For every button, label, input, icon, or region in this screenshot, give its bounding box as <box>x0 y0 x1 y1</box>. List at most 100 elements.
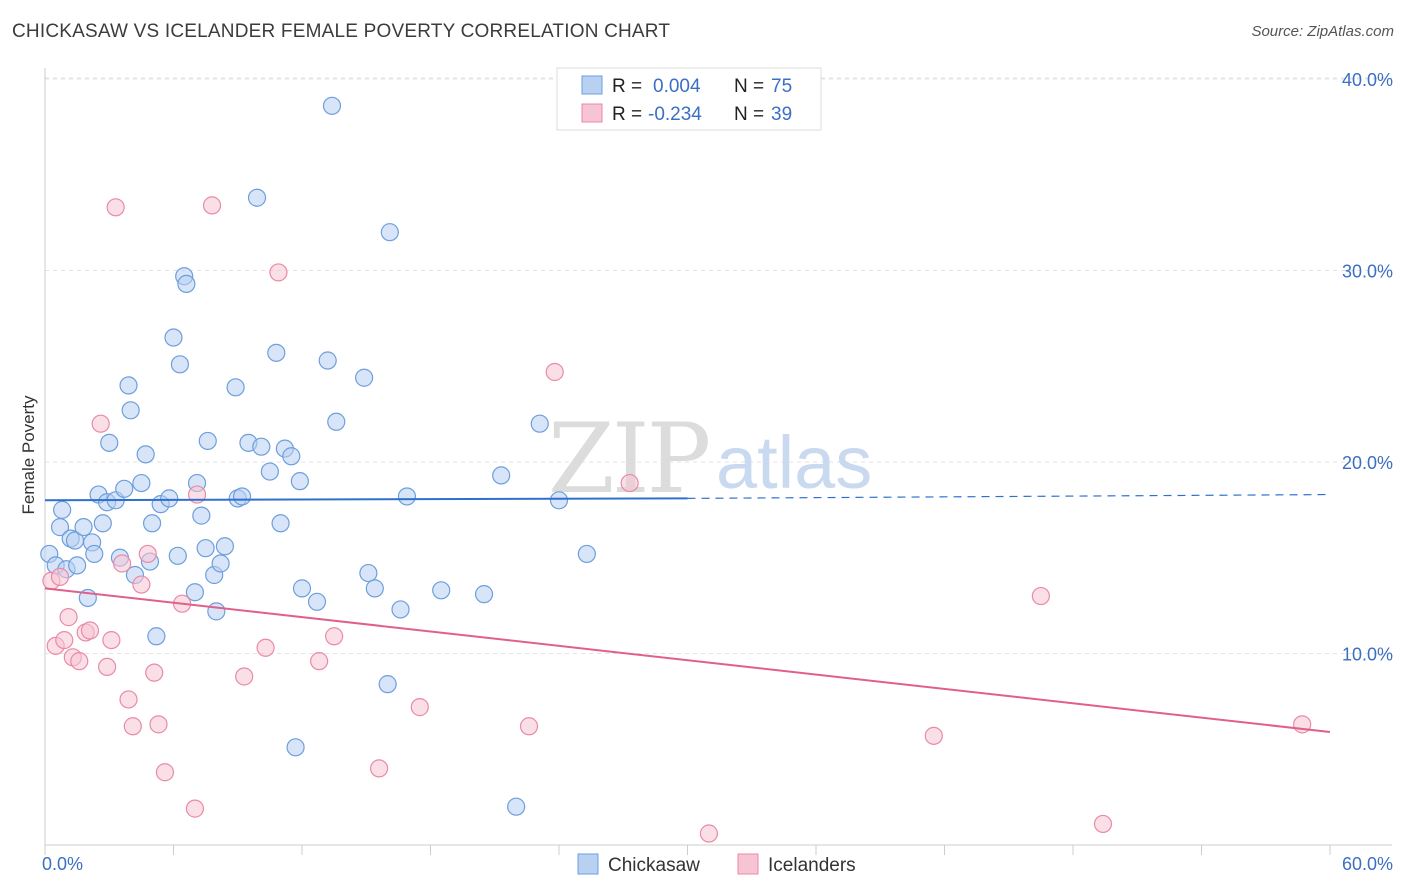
icelanders-point <box>325 627 344 646</box>
chickasaw-point <box>271 514 290 533</box>
y-tick-label-2: 30.0% <box>1342 262 1393 282</box>
legend-r-value-2: -0.234 <box>648 104 702 125</box>
icelanders-point <box>1031 586 1050 606</box>
chart-title: CHICKASAW VS ICELANDER FEMALE POVERTY CO… <box>12 21 671 42</box>
chickasaw-point <box>292 579 312 598</box>
watermark-zip: ZIP <box>548 403 709 515</box>
icelanders-point <box>185 799 205 818</box>
legend-n-label-1: N = <box>734 76 764 97</box>
legend-swatch-icelanders <box>581 103 603 123</box>
icelanders-point <box>370 759 389 778</box>
y-axis-label: Female Poverty <box>19 395 38 515</box>
y-tick-label-3: 40.0% <box>1342 70 1393 90</box>
tick-labels: 10.0% 20.0% 30.0% 40.0% 0.0% 60.0% <box>42 70 1393 874</box>
chickasaw-point <box>196 539 215 558</box>
icelanders-point <box>55 630 74 650</box>
chickasaw-point <box>322 96 342 115</box>
bottom-legend-icelanders: Icelanders <box>768 855 856 876</box>
axes <box>44 68 1392 855</box>
icelanders-point <box>132 575 151 594</box>
chickasaw-point <box>267 343 286 362</box>
chickasaw-point <box>355 368 374 387</box>
chickasaw-point <box>198 431 217 451</box>
chickasaw-point <box>365 579 384 598</box>
icelanders-point <box>59 608 78 627</box>
chickasaw-point <box>232 487 252 506</box>
chickasaw-point <box>260 462 279 481</box>
icelanders-point <box>123 717 142 736</box>
chickasaw-point <box>215 537 234 556</box>
chickasaw-point <box>391 600 410 619</box>
chickasaw-point <box>247 188 267 207</box>
chickasaw-point <box>53 500 72 519</box>
chickasaw-point <box>577 544 596 564</box>
chickasaw-point <box>147 627 166 646</box>
icelanders-point <box>310 652 329 671</box>
chickasaw-point <box>507 797 526 816</box>
icelanders-point <box>80 621 100 640</box>
chickasaw-point <box>207 602 226 621</box>
series-icelanders-points <box>42 196 1312 843</box>
series-chickasaw-points <box>40 96 596 816</box>
chickasaw-point <box>119 376 138 395</box>
chickasaw-point <box>132 473 151 493</box>
chickasaw-point <box>164 328 183 347</box>
chickasaw-point <box>378 675 397 694</box>
chickasaw-point <box>318 351 337 370</box>
chickasaw-point <box>115 479 134 498</box>
bottom-legend: Chickasaw Icelanders <box>577 853 856 876</box>
chickasaw-point <box>327 412 346 431</box>
icelanders-point <box>235 667 254 686</box>
chickasaw-point <box>68 556 87 575</box>
icelanders-point <box>924 726 943 745</box>
legend-n-value-1: 75 <box>771 76 792 97</box>
watermark: ZIP atlas <box>548 403 872 515</box>
icelanders-point <box>145 663 164 682</box>
chickasaw-trend-extension <box>687 493 1331 499</box>
icelanders-point <box>50 567 70 587</box>
icelanders-point <box>269 263 288 282</box>
icelanders-point <box>112 554 132 573</box>
bottom-legend-swatch-chickasaw <box>577 853 599 875</box>
chickasaw-point <box>211 554 230 573</box>
chickasaw-point <box>168 546 187 565</box>
icelanders-point <box>70 652 89 671</box>
chickasaw-point <box>160 489 179 508</box>
trend-lines <box>44 493 1331 734</box>
source-credit: Source: ZipAtlas.com <box>1251 23 1394 40</box>
chickasaw-point <box>192 506 211 525</box>
chickasaw-point <box>170 355 190 374</box>
chickasaw-trend-line <box>44 497 688 502</box>
icelanders-point <box>149 715 168 734</box>
watermark-atlas: atlas <box>716 421 872 504</box>
legend-swatch-chickasaw <box>581 75 603 95</box>
legend-n-label-2: N = <box>734 104 764 125</box>
chickasaw-point <box>226 378 245 397</box>
y-tick-label-1: 20.0% <box>1342 453 1393 473</box>
chickasaw-point <box>121 401 140 420</box>
chickasaw-point <box>397 487 417 506</box>
icelanders-point <box>106 198 125 217</box>
legend-n-value-2: 39 <box>771 104 792 125</box>
chickasaw-point <box>100 433 119 452</box>
icelanders-point <box>202 196 222 215</box>
chickasaw-point <box>290 472 309 491</box>
x-tick-label-1: 60.0% <box>1342 854 1393 874</box>
chickasaw-point <box>252 437 271 456</box>
icelanders-point <box>138 544 157 564</box>
chickasaw-point <box>282 447 301 466</box>
chickasaw-point <box>492 466 511 485</box>
icelanders-point <box>699 824 719 843</box>
chickasaw-point <box>380 223 399 242</box>
bottom-legend-swatch-icelanders <box>737 853 759 875</box>
chickasaw-point <box>432 581 451 600</box>
legend-box: R = 0.004 N = 75 R = -0.234 N = 39 <box>556 67 822 131</box>
chickasaw-point <box>474 585 494 604</box>
chickasaw-point <box>142 514 162 533</box>
icelanders-point <box>119 690 138 709</box>
legend-r-label-2: R = <box>612 104 642 125</box>
icelanders-point <box>256 638 275 657</box>
chickasaw-point <box>286 738 305 757</box>
legend-r-label-1: R = <box>612 76 642 97</box>
